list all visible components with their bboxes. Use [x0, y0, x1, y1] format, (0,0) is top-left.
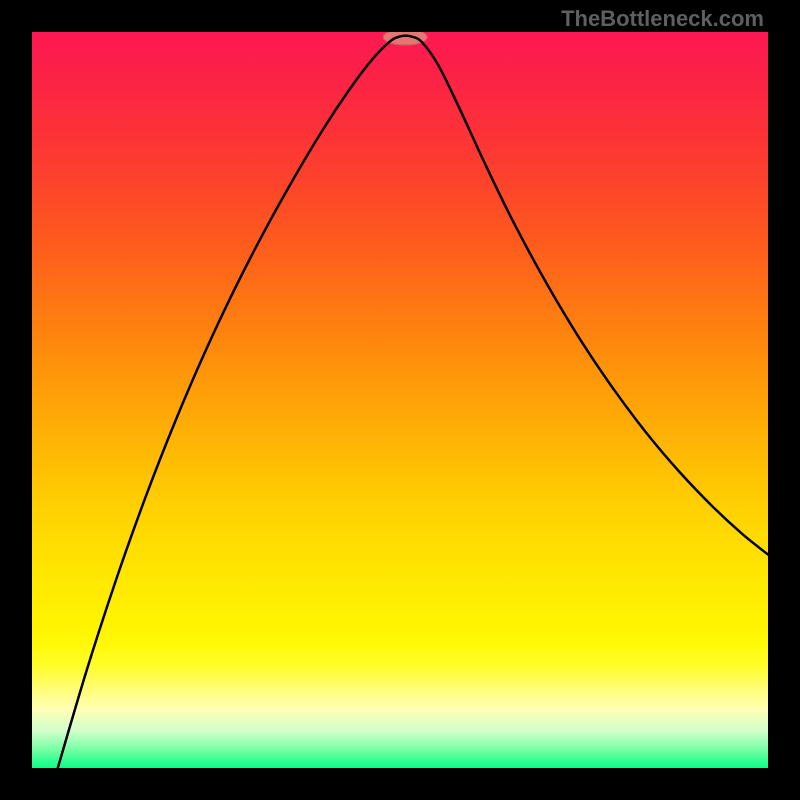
chart-plot-area [32, 32, 768, 768]
chart-svg [32, 32, 768, 768]
watermark-text: TheBottleneck.com [561, 6, 764, 32]
chart-background [32, 32, 768, 768]
